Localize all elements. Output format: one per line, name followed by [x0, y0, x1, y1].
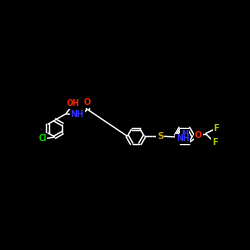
Text: Cl: Cl [38, 134, 47, 143]
Text: F: F [214, 124, 219, 134]
Text: F: F [212, 138, 218, 146]
Text: OH: OH [66, 100, 79, 108]
Text: N: N [181, 130, 188, 138]
Text: NH: NH [176, 134, 190, 143]
Text: NH: NH [70, 110, 84, 119]
Text: O: O [84, 98, 91, 107]
Text: S: S [157, 132, 164, 141]
Text: O: O [195, 131, 202, 140]
